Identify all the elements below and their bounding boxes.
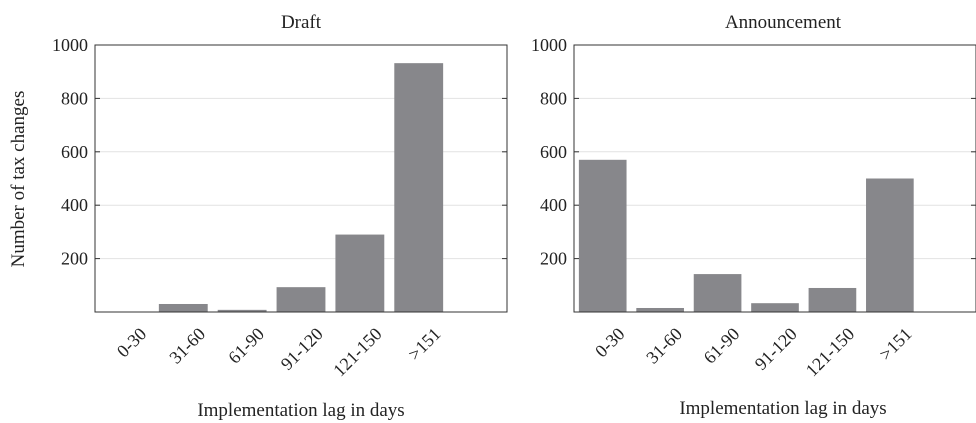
bars [158, 63, 444, 312]
y-tick-label: 800 [540, 88, 567, 108]
y-tick-label: 400 [61, 195, 88, 215]
bar [335, 234, 385, 312]
x-axis-label: Implementation lag in days [197, 400, 404, 421]
x-ticks: 0-30 31-60 61-90 91-120 121-150 >151 [591, 324, 916, 381]
bar [636, 307, 684, 312]
bar [866, 178, 914, 312]
bar [158, 303, 208, 312]
grid [95, 44, 507, 260]
bar [808, 287, 857, 312]
y-axis-label: Number of tax changes [8, 91, 29, 268]
x-tick-label: 61-90 [700, 324, 744, 368]
chart-title: Announcement [725, 12, 842, 33]
y-tick-label: 800 [61, 88, 88, 108]
chart-panel-draft: Draft 200 400 600 800 1000 0-30 31-60 61-90 91-… [52, 12, 508, 421]
y-ticks: 200 400 600 800 1000 [52, 35, 507, 269]
bar [276, 287, 326, 312]
y-tick-label: 1000 [52, 35, 88, 55]
y-tick-label: 400 [540, 195, 567, 215]
x-tick-label: 0-30 [591, 324, 628, 361]
x-tick-label: 121-150 [329, 324, 386, 381]
x-axis-label: Implementation lag in days [679, 398, 886, 419]
plot-frame [573, 44, 976, 313]
x-tick-label: >151 [404, 324, 444, 364]
y-ticks: 200 400 600 800 1000 [531, 35, 976, 269]
chart-title: Draft [281, 12, 322, 33]
bars [578, 159, 914, 312]
y-tick-label: 1000 [531, 35, 567, 55]
x-tick-label: 0-30 [113, 324, 150, 361]
x-tick-label: 61-90 [224, 324, 268, 368]
bar [751, 303, 799, 312]
grid [574, 44, 976, 260]
chart-panel-announcement: Announcement 200 400 600 800 1000 0-30 31-60 6… [531, 12, 976, 419]
x-tick-label: 121-150 [802, 324, 859, 381]
plot-frame [94, 44, 508, 313]
x-ticks: 0-30 31-60 61-90 91-120 121-150 >151 [113, 324, 445, 381]
bar [394, 63, 444, 312]
y-tick-label: 600 [61, 142, 88, 162]
y-tick-label: 200 [61, 249, 88, 269]
x-tick-label: 31-60 [165, 324, 209, 368]
x-tick-label: 91-120 [751, 324, 801, 374]
x-tick-label: >151 [875, 324, 915, 364]
y-tick-label: 200 [540, 249, 567, 269]
bar [693, 274, 742, 312]
bar [217, 309, 267, 312]
x-tick-label: 91-120 [277, 324, 327, 374]
bar [578, 159, 627, 312]
y-tick-label: 600 [540, 142, 567, 162]
x-tick-label: 31-60 [642, 324, 686, 368]
